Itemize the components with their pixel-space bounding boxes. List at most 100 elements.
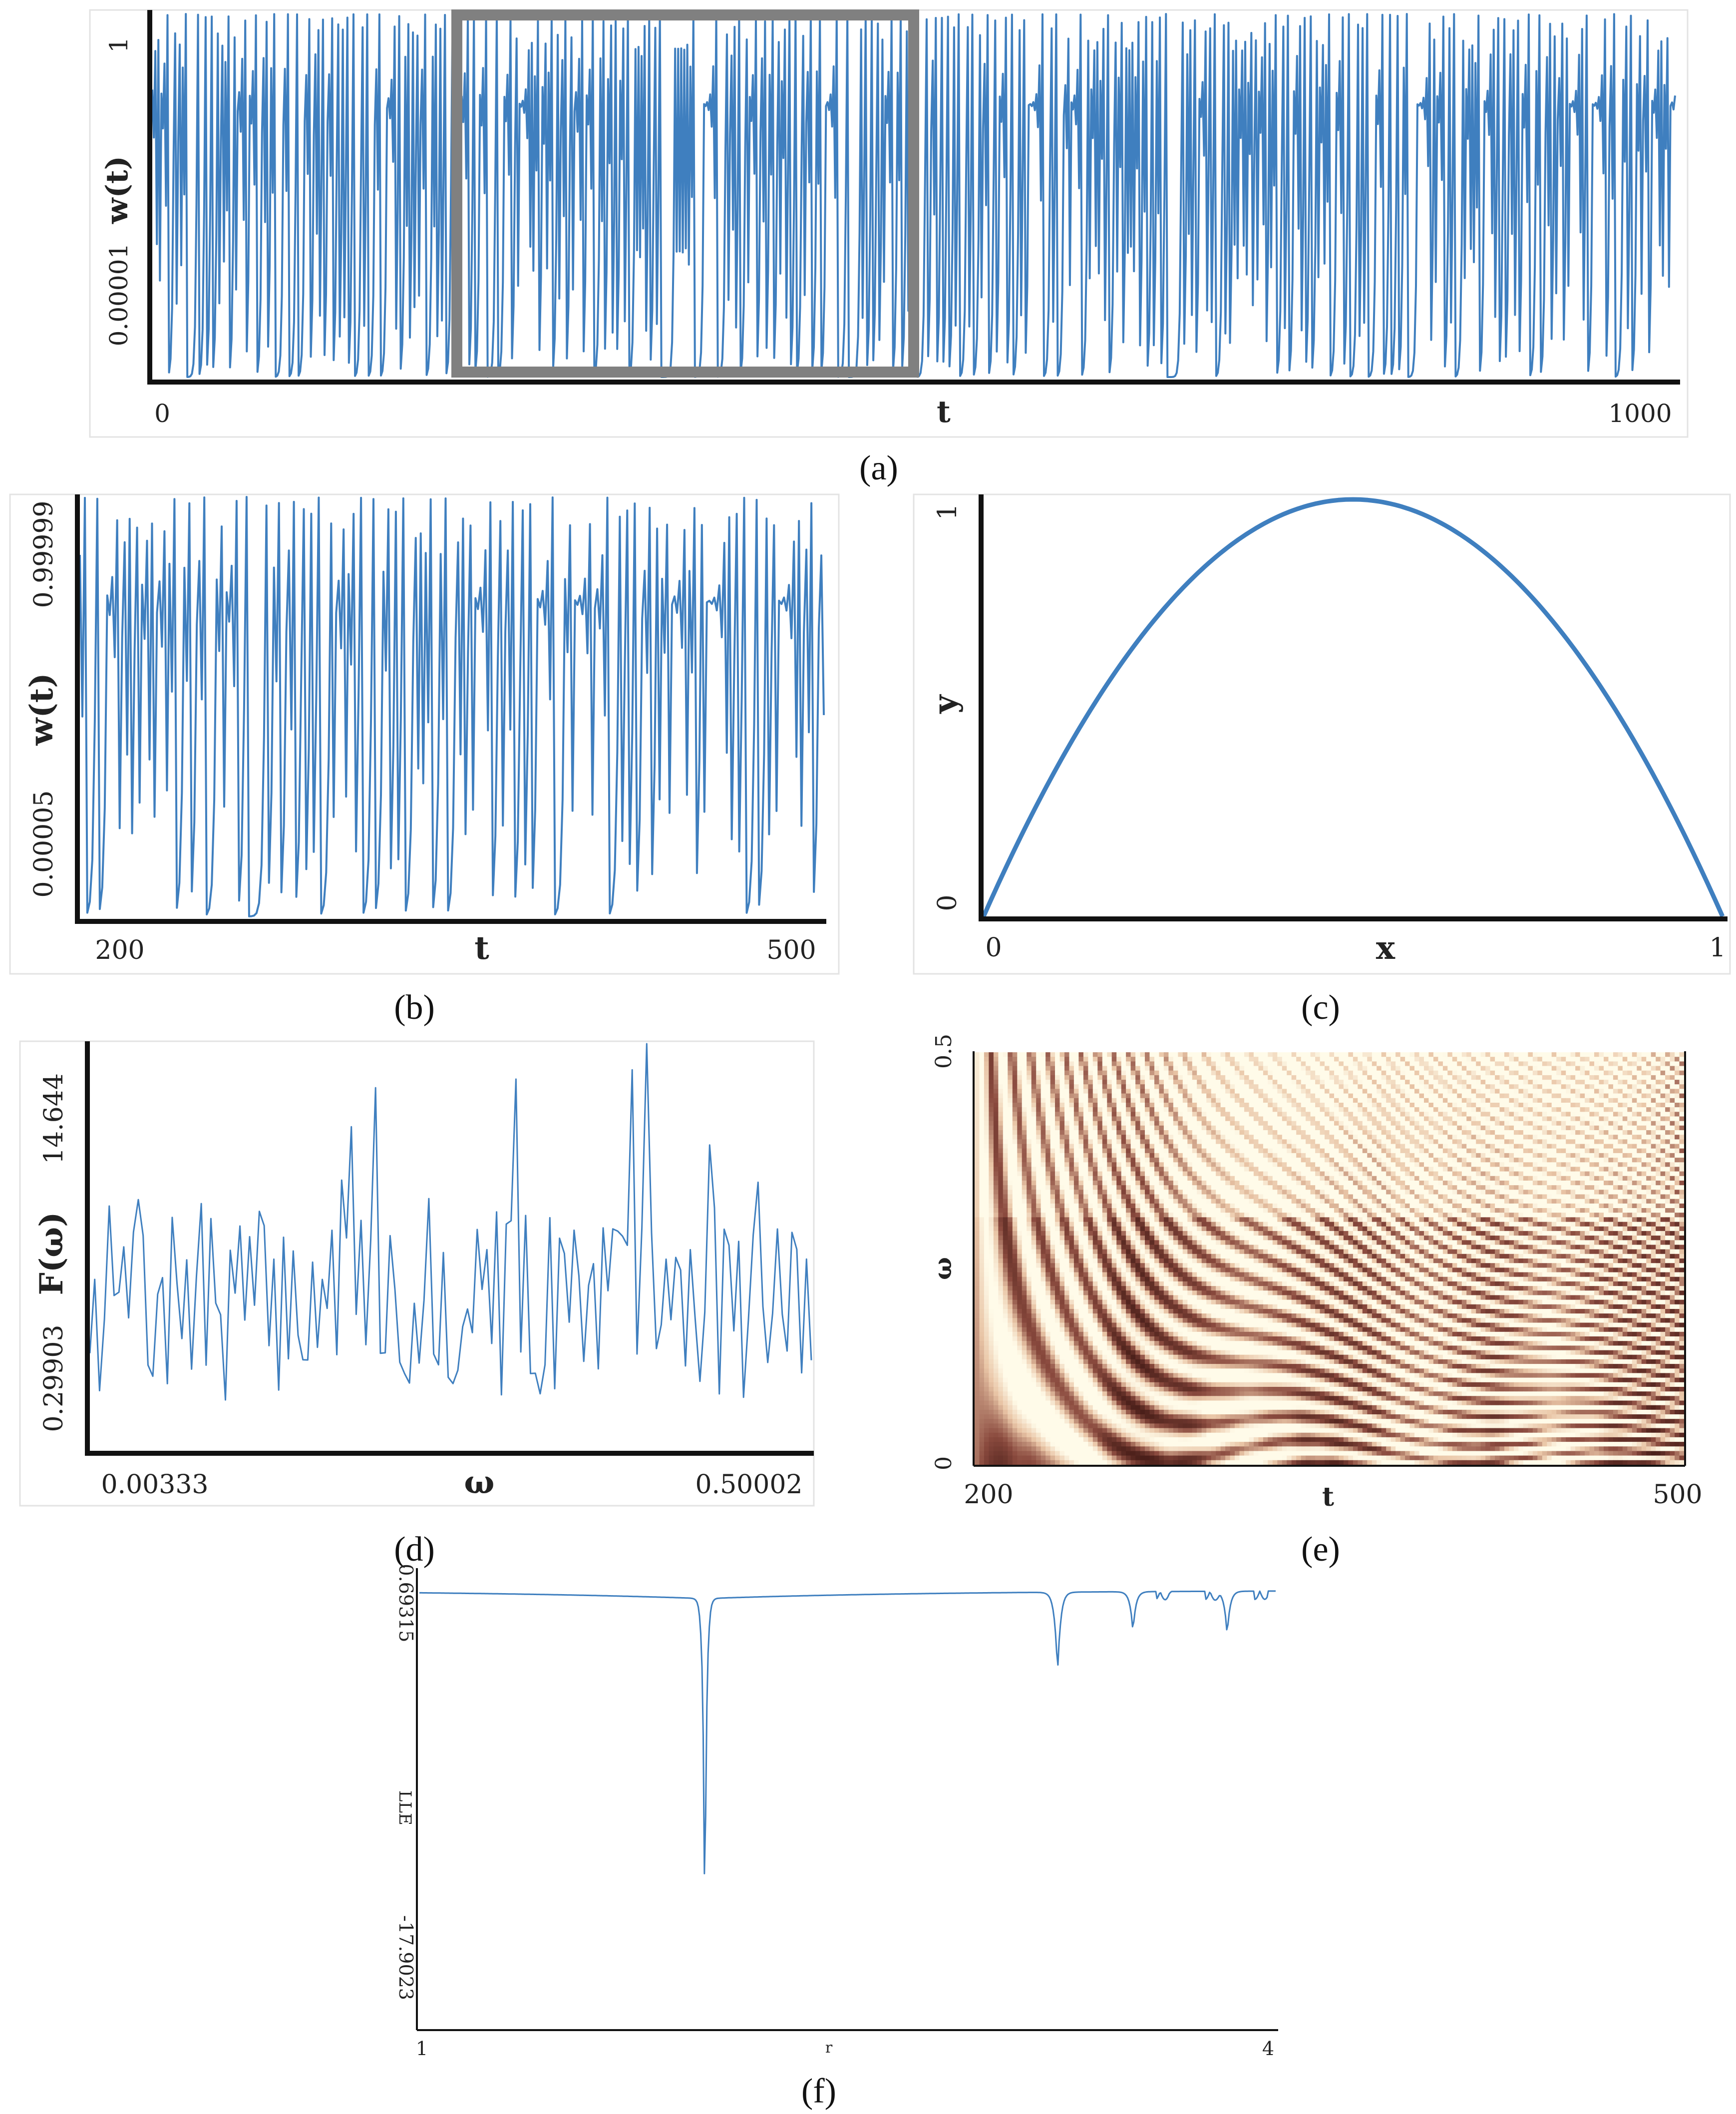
heatmap-cell: [1618, 1190, 1623, 1195]
heatmap-cell: [1097, 1181, 1103, 1186]
heatmap-cell: [1367, 1194, 1373, 1200]
heatmap-cell: [1461, 1162, 1467, 1168]
heatmap-cell: [1036, 1121, 1042, 1126]
heatmap-cell: [1670, 1112, 1675, 1117]
heatmap-cell: [1116, 1130, 1122, 1135]
heatmap-cell: [1471, 1162, 1476, 1168]
heatmap-cell: [1220, 1098, 1226, 1103]
heatmap-cell: [1457, 1107, 1462, 1112]
heatmap-cell: [1291, 1098, 1297, 1103]
heatmap-cell: [1306, 1080, 1311, 1085]
heatmap-cell: [1461, 1093, 1467, 1099]
heatmap-cell: [1154, 1080, 1160, 1085]
heatmap-cell: [1627, 1148, 1633, 1154]
heatmap-cell: [1036, 1153, 1042, 1158]
heatmap-cell: [1235, 1135, 1240, 1140]
heatmap-cell: [1102, 1103, 1107, 1108]
heatmap-cell: [1073, 1089, 1079, 1094]
heatmap-cell: [1627, 1194, 1633, 1200]
heatmap-cell: [1381, 1190, 1387, 1195]
heatmap-cell: [1604, 1066, 1609, 1071]
heatmap-cell: [1036, 1185, 1042, 1190]
heatmap-cell: [1646, 1199, 1652, 1204]
heatmap-cell: [1201, 1107, 1207, 1112]
heatmap-cell: [1570, 1093, 1576, 1099]
heatmap-cell: [1187, 1103, 1193, 1108]
heatmap-cell: [1348, 1121, 1354, 1126]
heatmap-cell: [1575, 1084, 1581, 1089]
heatmap-cell: [1348, 1084, 1354, 1089]
heatmap-cell: [1386, 1103, 1391, 1108]
heatmap-cell: [1092, 1130, 1098, 1135]
heatmap-cell: [1192, 1116, 1197, 1122]
heatmap-cell: [1409, 1144, 1415, 1149]
heatmap-cell: [1022, 1158, 1027, 1163]
heatmap-cell: [1499, 1153, 1505, 1158]
heatmap-cell: [1272, 1194, 1278, 1200]
heatmap-cell: [1377, 1098, 1382, 1103]
heatmap-cell: [1244, 1112, 1250, 1117]
heatmap-cell: [1178, 1121, 1183, 1126]
heatmap-cell: [1504, 1125, 1510, 1131]
heatmap-cell: [1140, 1130, 1145, 1135]
heatmap-cell: [1287, 1116, 1292, 1122]
heatmap-cell: [1613, 1066, 1618, 1071]
heatmap-cell: [1395, 1194, 1401, 1200]
heatmap-cell: [1329, 1098, 1335, 1103]
heatmap-cell: [1216, 1061, 1221, 1067]
heatmap-cell: [1547, 1075, 1552, 1080]
heatmap-cell: [1675, 1158, 1680, 1163]
heatmap-cell: [1589, 1139, 1595, 1145]
panel-c-border: [913, 493, 1731, 975]
heatmap-cell: [1126, 1130, 1131, 1135]
heatmap-cell: [1377, 1199, 1382, 1204]
heatmap-cell: [1334, 1125, 1340, 1131]
heatmap-cell: [1230, 1176, 1235, 1181]
heatmap-cell: [1249, 1190, 1254, 1195]
heatmap-cell: [1679, 1112, 1685, 1117]
heatmap-cell: [1386, 1080, 1391, 1085]
heatmap-cell: [1381, 1080, 1387, 1085]
heatmap-cell: [1301, 1185, 1306, 1190]
heatmap-cell: [1367, 1066, 1373, 1071]
heatmap-cell: [1594, 1194, 1600, 1200]
heatmap-cell: [1395, 1066, 1401, 1071]
heatmap-cell: [1372, 1066, 1377, 1071]
heatmap-cell: [1665, 1176, 1671, 1181]
heatmap-cell: [1073, 1080, 1079, 1085]
heatmap-cell: [989, 1066, 994, 1071]
heatmap-cell: [1651, 1139, 1656, 1145]
heatmap-cell: [1641, 1190, 1647, 1195]
heatmap-cell: [1419, 1158, 1424, 1163]
heatmap-cell: [1258, 1199, 1264, 1204]
heatmap-cell: [1627, 1112, 1633, 1117]
heatmap-cell: [1192, 1061, 1197, 1067]
heatmap-cell: [1372, 1093, 1377, 1099]
heatmap-cell: [1073, 1116, 1079, 1122]
heatmap-cell: [1235, 1052, 1240, 1057]
heatmap-cell: [1632, 1057, 1637, 1062]
heatmap-cell: [1192, 1107, 1197, 1112]
heatmap-cell: [1197, 1176, 1202, 1181]
heatmap-cell: [1613, 1167, 1618, 1172]
heatmap-cell: [1022, 1125, 1027, 1131]
heatmap-cell: [1211, 1199, 1216, 1204]
heatmap-cell: [1362, 1167, 1368, 1172]
heatmap-cell: [1008, 1066, 1013, 1071]
heatmap-cell: [1424, 1080, 1429, 1085]
heatmap-cell: [1235, 1107, 1240, 1112]
caption-d: (d): [394, 1530, 435, 1569]
heatmap-cell: [1107, 1162, 1112, 1168]
heatmap-cell: [1670, 1135, 1675, 1140]
heatmap-cell: [1405, 1093, 1410, 1099]
heatmap-cell: [1235, 1171, 1240, 1177]
heatmap-cell: [1168, 1158, 1174, 1163]
heatmap-cell: [1130, 1052, 1136, 1057]
heatmap-cell: [1230, 1158, 1235, 1163]
heatmap-cell: [1306, 1125, 1311, 1131]
heatmap-cell: [1253, 1185, 1259, 1190]
heatmap-cell: [1253, 1070, 1259, 1076]
heatmap-cell: [1187, 1075, 1193, 1080]
heatmap-cell: [989, 1153, 994, 1158]
heatmap-cell: [1424, 1103, 1429, 1108]
